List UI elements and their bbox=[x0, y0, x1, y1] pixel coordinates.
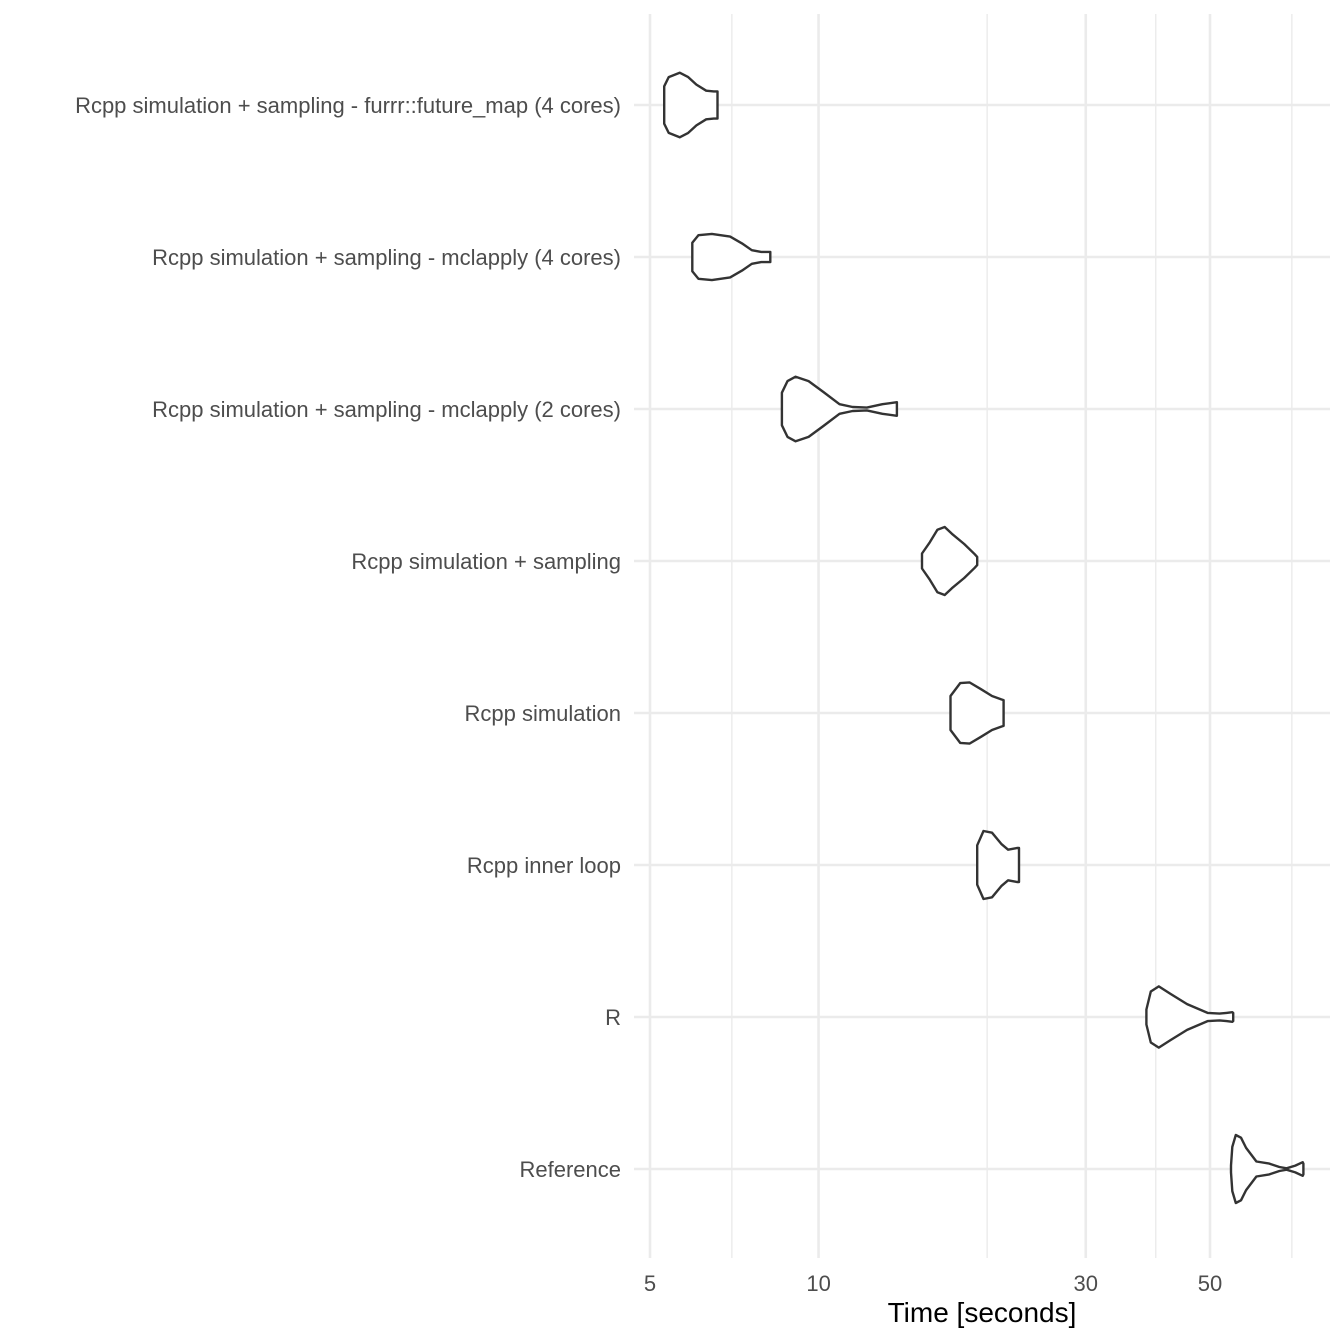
x-tick-label: 10 bbox=[806, 1271, 830, 1296]
minor-gridlines bbox=[731, 14, 1293, 1258]
major-gridlines bbox=[634, 14, 1330, 1258]
x-tick-label: 5 bbox=[644, 1271, 656, 1296]
violin-8 bbox=[1229, 1133, 1305, 1205]
x-tick-label: 30 bbox=[1074, 1271, 1098, 1296]
violin-3 bbox=[780, 375, 899, 443]
x-axis-title: Time [seconds] bbox=[888, 1297, 1077, 1328]
category-label: Rcpp simulation + sampling - furrr::futu… bbox=[75, 93, 621, 118]
category-label: Reference bbox=[519, 1157, 621, 1182]
violin-7 bbox=[1145, 985, 1235, 1049]
category-label: Rcpp simulation + sampling - mclapply (2… bbox=[152, 397, 621, 422]
category-label: Rcpp simulation + sampling bbox=[351, 549, 621, 574]
violin-4 bbox=[920, 525, 979, 597]
category-label: Rcpp simulation bbox=[464, 701, 621, 726]
violin-6 bbox=[976, 829, 1021, 901]
category-label: Rcpp inner loop bbox=[467, 853, 621, 878]
violin-1 bbox=[663, 71, 719, 139]
violins bbox=[663, 71, 1305, 1205]
violin-5 bbox=[949, 681, 1005, 745]
x-tick-label: 50 bbox=[1198, 1271, 1222, 1296]
category-label: R bbox=[605, 1005, 621, 1030]
category-label: Rcpp simulation + sampling - mclapply (4… bbox=[152, 245, 621, 270]
category-labels: Rcpp simulation + sampling - furrr::futu… bbox=[75, 93, 621, 1182]
x-tick-labels: 5 10 30 50 bbox=[644, 1271, 1222, 1296]
violin-2 bbox=[691, 232, 772, 282]
